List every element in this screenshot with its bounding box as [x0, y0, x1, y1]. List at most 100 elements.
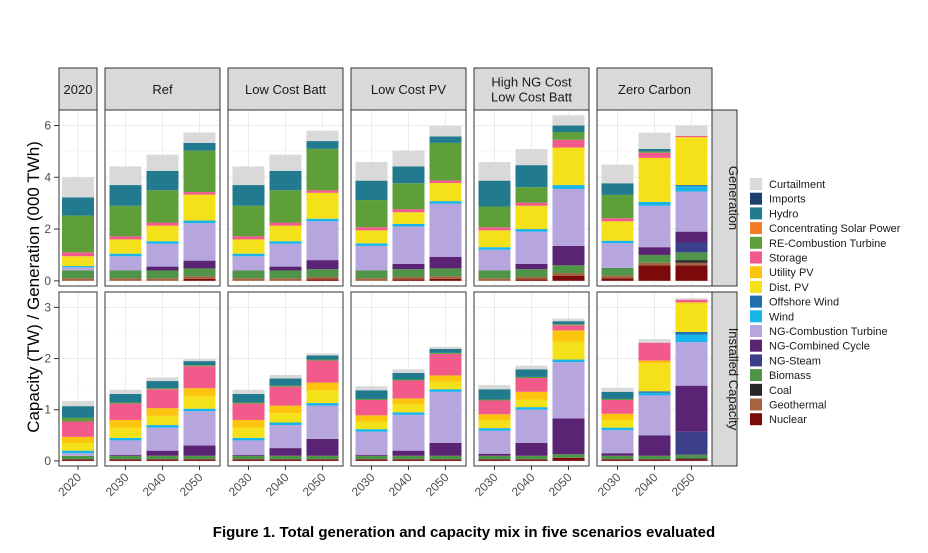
facet-column-title: Ref: [152, 82, 173, 97]
bar-segment-dist-pv: [638, 157, 671, 202]
bar-segment-re-combustion-turbine: [232, 402, 265, 404]
bar-segment-curtailment: [601, 164, 634, 184]
legend-swatch: [750, 413, 762, 426]
bar-segment-biomass: [429, 268, 462, 277]
bar-segment-storage: [109, 403, 142, 420]
bar-segment-ng-combined-cycle: [109, 454, 142, 456]
bar-segment-dist-pv: [515, 205, 548, 230]
bar-segment-storage: [306, 360, 339, 383]
bar-segment-curtailment: [146, 154, 179, 171]
bar-segment-biomass: [638, 254, 671, 263]
bar-segment-re-combustion-turbine: [109, 402, 142, 404]
bar-segment-curtailment: [392, 150, 425, 167]
legend-label: Concentrating Solar Power: [769, 223, 901, 235]
bar-segment-biomass: [601, 267, 634, 276]
bar-segment-nuclear: [146, 459, 179, 461]
bar-segment-hydro: [638, 148, 671, 152]
bar-segment-dist-pv: [355, 230, 388, 244]
y-axis-title: Capacity (TW) / Generation (000 TWh): [24, 141, 43, 433]
bar-segment-hydro: [183, 142, 216, 151]
bar-segment-dist-pv: [62, 256, 94, 267]
bar-segment-ng-combined-cycle: [675, 385, 708, 432]
facet-column-strip: [58, 67, 98, 111]
bar-segment-wind: [183, 220, 216, 224]
facet-row-label: Installed Capacity: [726, 328, 741, 431]
bar-segment-utility-pv: [183, 388, 216, 396]
bar-segment-ng-combustion-turbine: [146, 427, 179, 451]
panel-0-capacity: [58, 291, 98, 467]
bar-segment-ng-combustion-turbine: [109, 440, 142, 455]
bar-segment-nuclear: [392, 459, 425, 461]
bar-segment-storage: [638, 342, 671, 361]
bar-segment-ng-combined-cycle: [515, 264, 548, 270]
bar-segment-utility-pv: [146, 408, 179, 416]
legend-label: Storage: [769, 253, 808, 265]
legend-swatch: [750, 369, 762, 382]
bar-segment-utility-pv: [478, 414, 511, 421]
bar-segment-nuclear: [183, 278, 216, 281]
bar-segment-utility-pv: [109, 419, 142, 428]
bar-segment-ng-combined-cycle: [429, 442, 462, 456]
bar-segment-hydro: [62, 406, 94, 418]
x-tick-label: 2050: [300, 470, 329, 499]
bar-segment-dist-pv: [675, 303, 708, 332]
bar-segment-hydro: [183, 361, 216, 366]
bar-segment-re-combustion-turbine: [515, 376, 548, 378]
bar-segment-storage: [392, 209, 425, 213]
bar-segment-nuclear: [552, 275, 585, 281]
bar-segment-nuclear: [306, 279, 339, 281]
facet-row-label: Generation: [726, 166, 741, 230]
bar-segment-ng-combustion-turbine: [552, 362, 585, 419]
y-tick-label: 0: [44, 454, 51, 468]
bar-segment-curtailment: [62, 401, 94, 407]
bar-segment-curtailment: [232, 389, 265, 394]
bar-segment-hydro: [392, 372, 425, 380]
bar-segment-wind: [62, 450, 94, 454]
bar-segment-wind: [638, 201, 671, 206]
bar-segment-dist-pv: [478, 420, 511, 429]
bar-segment-re-combustion-turbine: [306, 359, 339, 361]
bar-segment-nuclear: [638, 265, 671, 281]
panel-3-generation: [350, 109, 467, 287]
legend-label: RE-Combustion Turbine: [769, 238, 886, 250]
bar-segment-re-combustion-turbine: [552, 324, 585, 326]
bar-segment-nuclear: [515, 459, 548, 461]
bar-segment-geothermal: [232, 278, 265, 281]
bar-segment-geothermal: [552, 273, 585, 276]
bar-segment-dist-pv: [62, 442, 94, 451]
legend-label: Wind: [769, 311, 794, 323]
bar-segment-curtailment: [515, 149, 548, 166]
figure-caption: Figure 1. Total generation and capacity …: [212, 524, 716, 541]
bar-segment-re-combustion-turbine: [183, 150, 216, 193]
bar-segment-dist-pv: [429, 182, 462, 202]
bar-segment-coal: [675, 260, 708, 263]
bar-segment-hydro: [552, 321, 585, 325]
bar-segment-storage: [515, 377, 548, 392]
bar-segment-storage: [429, 353, 462, 376]
bar-segment-ng-combined-cycle: [269, 266, 302, 271]
bar-segment-nuclear: [392, 279, 425, 281]
bar-segment-re-combustion-turbine: [429, 142, 462, 181]
bar-segment-nuclear: [675, 265, 708, 281]
legend-label: Dist. PV: [769, 282, 809, 294]
bar-segment-wind: [478, 428, 511, 431]
bar-segment-offshore-wind: [638, 391, 671, 393]
legend-swatch: [750, 236, 762, 249]
legend-swatch: [750, 178, 762, 190]
bar-segment-utility-pv: [675, 302, 708, 304]
bar-segment-curtailment: [392, 369, 425, 373]
legend-label: Offshore Wind: [769, 297, 839, 309]
bar-segment-ng-combustion-turbine: [109, 256, 142, 271]
facet-column-strip: [596, 67, 713, 111]
bar-segment-geothermal: [392, 276, 425, 280]
bar-segment-dist-pv: [478, 230, 511, 248]
bar-segment-biomass: [552, 454, 585, 458]
bar-segment-wind: [638, 392, 671, 396]
bar-segment-biomass: [183, 455, 216, 460]
bar-segment-ng-combustion-turbine: [306, 221, 339, 261]
legend-label: Curtailment: [769, 179, 825, 191]
bar-segment-offshore-wind: [675, 331, 708, 335]
x-tick-label: 2050: [546, 470, 575, 499]
bar-segment-wind: [232, 253, 265, 257]
legend-swatch: [750, 280, 762, 293]
